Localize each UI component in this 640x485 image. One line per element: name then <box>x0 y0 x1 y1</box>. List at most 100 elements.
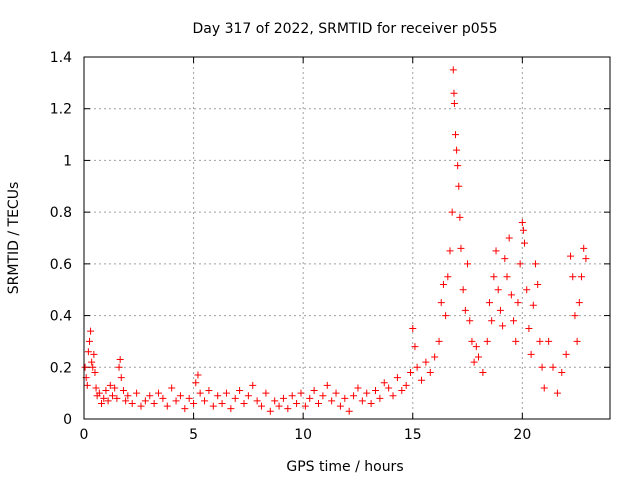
y-tick-label: 0 <box>63 412 72 428</box>
data-point <box>446 247 454 255</box>
data-point <box>319 392 327 400</box>
data-point <box>227 405 235 413</box>
data-point <box>407 368 415 376</box>
data-point <box>413 363 421 371</box>
data-point <box>376 394 384 402</box>
data-point <box>461 306 469 314</box>
data-point <box>119 387 127 395</box>
data-point <box>453 146 461 154</box>
data-point <box>279 394 287 402</box>
data-point <box>518 218 526 226</box>
data-point <box>422 358 430 366</box>
data-point <box>503 273 511 281</box>
data-point <box>89 363 97 371</box>
data-point <box>258 402 266 410</box>
data-point <box>181 405 189 413</box>
data-point <box>190 399 198 407</box>
data-point <box>483 337 491 345</box>
data-point <box>306 394 314 402</box>
data-point <box>582 255 590 263</box>
data-point <box>567 252 575 260</box>
data-point <box>87 327 95 335</box>
data-point <box>490 273 498 281</box>
data-point <box>137 402 145 410</box>
y-tick-label: 0.6 <box>50 257 72 273</box>
data-point <box>393 374 401 382</box>
data-point <box>385 384 393 392</box>
data-point <box>449 66 457 74</box>
data-point <box>111 384 119 392</box>
data-point <box>437 299 445 307</box>
data-point <box>354 384 362 392</box>
data-point <box>341 394 349 402</box>
x-axis-label: GPS time / hours <box>286 459 403 475</box>
data-point <box>540 384 548 392</box>
data-point <box>499 322 507 330</box>
data-point <box>133 389 141 397</box>
plot-border <box>83 56 611 420</box>
x-tick-label: 20 <box>513 427 531 443</box>
data-point <box>275 402 283 410</box>
axis-ticks: 0 5 10 15 20 0 0.2 0.4 0.6 0.8 1 1.2 1.4 <box>50 50 610 443</box>
data-point <box>525 325 533 332</box>
y-tick-label: 1.2 <box>50 102 72 118</box>
x-tick-label: 10 <box>294 427 312 443</box>
data-point <box>172 397 180 405</box>
data-point <box>450 100 458 108</box>
data-point <box>459 286 467 294</box>
chart-title: Day 317 of 2022, SRMTID for receiver p05… <box>192 21 497 37</box>
data-point <box>521 239 529 247</box>
data-point <box>573 337 581 345</box>
data-point <box>117 374 125 382</box>
data-point <box>578 273 586 281</box>
data-point <box>442 312 450 320</box>
data-point <box>479 368 487 376</box>
data-point <box>527 350 535 358</box>
data-point <box>266 407 274 415</box>
data-point <box>464 260 472 268</box>
data-point <box>124 392 132 400</box>
data-point <box>571 312 579 320</box>
data-point <box>81 363 89 371</box>
data-point <box>163 402 171 410</box>
data-point <box>113 394 121 402</box>
data-point <box>240 399 248 407</box>
data-point <box>380 379 388 387</box>
x-tick-label: 15 <box>404 427 422 443</box>
data-point <box>231 394 239 402</box>
data-point <box>426 368 434 376</box>
data-point <box>205 387 213 395</box>
data-point <box>176 392 184 400</box>
data-point <box>494 286 502 294</box>
data-point <box>214 392 222 400</box>
data-point <box>128 399 136 407</box>
data-point <box>496 306 504 314</box>
data-point <box>293 399 301 407</box>
data-point <box>505 234 513 242</box>
data-point <box>288 392 296 400</box>
data-point <box>575 299 583 307</box>
data-point <box>450 89 458 97</box>
data-point <box>116 356 124 364</box>
y-tick-label: 0.2 <box>50 360 72 376</box>
data-point <box>472 343 480 351</box>
data-point <box>345 407 353 415</box>
data-point <box>350 392 358 400</box>
data-point <box>150 399 158 407</box>
data-point <box>470 358 478 366</box>
data-point <box>122 397 130 405</box>
data-point <box>549 363 557 371</box>
data-point <box>218 399 226 407</box>
data-point <box>558 368 566 376</box>
data-point <box>315 399 323 407</box>
data-point <box>196 389 204 397</box>
data-point <box>580 244 588 252</box>
data-point <box>222 389 230 397</box>
data-point <box>192 379 200 387</box>
data-point <box>159 394 167 402</box>
data-point <box>106 381 114 389</box>
data-point <box>84 348 92 356</box>
data-point <box>323 381 331 389</box>
data-point <box>456 213 464 221</box>
